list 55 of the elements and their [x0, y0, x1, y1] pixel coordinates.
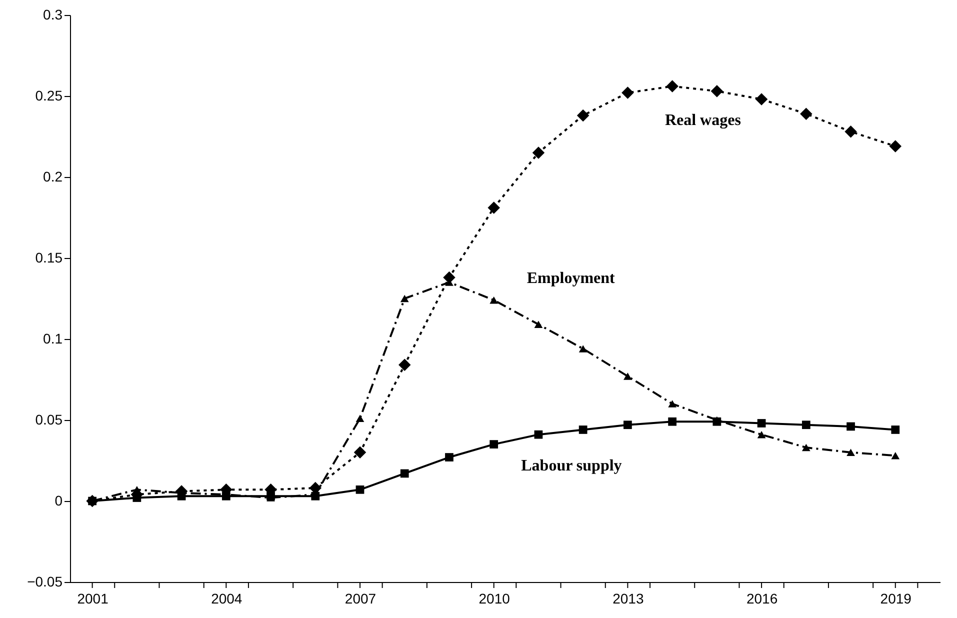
point	[800, 108, 812, 120]
series-label: Labour supply	[521, 458, 622, 475]
y-tick-label: 0.2	[43, 168, 63, 184]
x-tick-label: 2013	[612, 590, 644, 606]
y-tick-label: 0.05	[35, 412, 63, 428]
x-tick-label: 2007	[344, 590, 376, 606]
point	[668, 400, 676, 408]
point	[400, 294, 409, 302]
point	[578, 426, 588, 434]
y-tick-label: 0.3	[43, 6, 63, 22]
point	[398, 358, 411, 372]
y-tick-label: 0.15	[35, 250, 63, 266]
point	[356, 485, 364, 494]
point	[666, 80, 678, 92]
point	[757, 430, 766, 438]
point	[490, 440, 498, 448]
y-tick-label: 0	[54, 492, 63, 508]
point	[578, 345, 588, 352]
point	[710, 85, 724, 98]
point	[889, 140, 902, 152]
x-tick-label: 2001	[77, 590, 109, 606]
point	[802, 444, 810, 452]
x-tick-label: 2019	[880, 590, 912, 606]
point	[846, 448, 855, 456]
point	[802, 420, 810, 430]
point	[356, 414, 364, 422]
point	[576, 109, 590, 122]
point	[532, 146, 545, 159]
series-label: Employment	[526, 270, 616, 288]
point	[445, 453, 454, 462]
x-tick-label: 2004	[211, 590, 242, 606]
point	[624, 372, 632, 380]
point	[624, 420, 632, 430]
point	[668, 417, 676, 426]
point	[891, 452, 900, 460]
point	[490, 296, 498, 304]
y-tick-label: −0.05	[27, 574, 63, 590]
x-tick-label: 2016	[746, 590, 778, 606]
point	[622, 86, 634, 99]
point	[132, 486, 142, 494]
point	[534, 320, 543, 328]
point	[266, 492, 275, 500]
y-tick-label: 0.25	[35, 88, 63, 104]
y-tick-label: 0.1	[43, 330, 63, 346]
point	[400, 469, 409, 478]
point	[534, 430, 543, 439]
point	[354, 446, 366, 459]
point	[891, 426, 900, 434]
point	[755, 93, 768, 106]
point	[757, 419, 766, 428]
point	[488, 202, 500, 214]
series-label: Real wages	[664, 112, 741, 130]
x-tick-label: 2010	[478, 590, 510, 606]
point	[844, 126, 857, 138]
point	[846, 422, 855, 431]
